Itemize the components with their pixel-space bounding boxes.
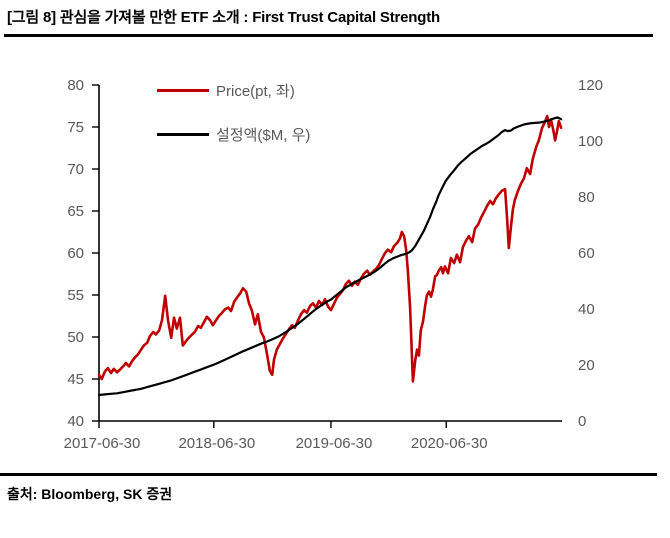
- y-left-tick-label: 80: [67, 77, 84, 94]
- y-right-tick-label: 80: [578, 189, 595, 206]
- y-right-tick-label: 40: [578, 301, 595, 318]
- y-right-tick-label: 100: [578, 133, 603, 150]
- footer-divider: [0, 473, 657, 476]
- y-left-tick-label: 50: [67, 329, 84, 346]
- y-right-tick-label: 20: [578, 357, 595, 374]
- legend-item-aum: 설정액($M, 우): [157, 125, 311, 144]
- price-series-line: [97, 114, 563, 383]
- figure-title: [그림 8] 관심을 가져볼 만한 ETF 소개 : First Trust C…: [7, 9, 440, 26]
- y-right-tick-label: 60: [578, 245, 595, 262]
- legend-label-aum: 설정액($M, 우): [216, 126, 311, 144]
- price-line-swatch: [157, 88, 209, 92]
- x-axis-tick-label: 2019-06-30: [296, 435, 373, 452]
- y-left-tick-label: 75: [67, 119, 84, 136]
- source-text: 출처: Bloomberg, SK 증권: [7, 486, 173, 502]
- y-right-tick-label: 120: [578, 77, 603, 94]
- x-axis-tick-label: 2017-06-30: [64, 435, 141, 452]
- y-left-tick-label: 65: [67, 203, 84, 220]
- y-left-tick-label: 60: [67, 245, 84, 262]
- title-divider: [4, 34, 653, 37]
- legend-label-price: Price(pt, 좌): [216, 82, 295, 100]
- legend-item-price: Price(pt, 좌): [157, 81, 295, 100]
- y-left-tick-label: 40: [67, 413, 84, 430]
- x-axis-tick-label: 2018-06-30: [178, 435, 255, 452]
- y-left-tick-label: 55: [67, 287, 84, 304]
- y-left-tick-label: 70: [67, 161, 84, 178]
- y-right-tick-label: 0: [578, 413, 586, 430]
- aum-line-swatch: [157, 132, 209, 136]
- aum-series-line: [97, 116, 563, 397]
- x-axis-tick-label: 2020-06-30: [411, 435, 488, 452]
- y-left-tick-label: 45: [67, 371, 84, 388]
